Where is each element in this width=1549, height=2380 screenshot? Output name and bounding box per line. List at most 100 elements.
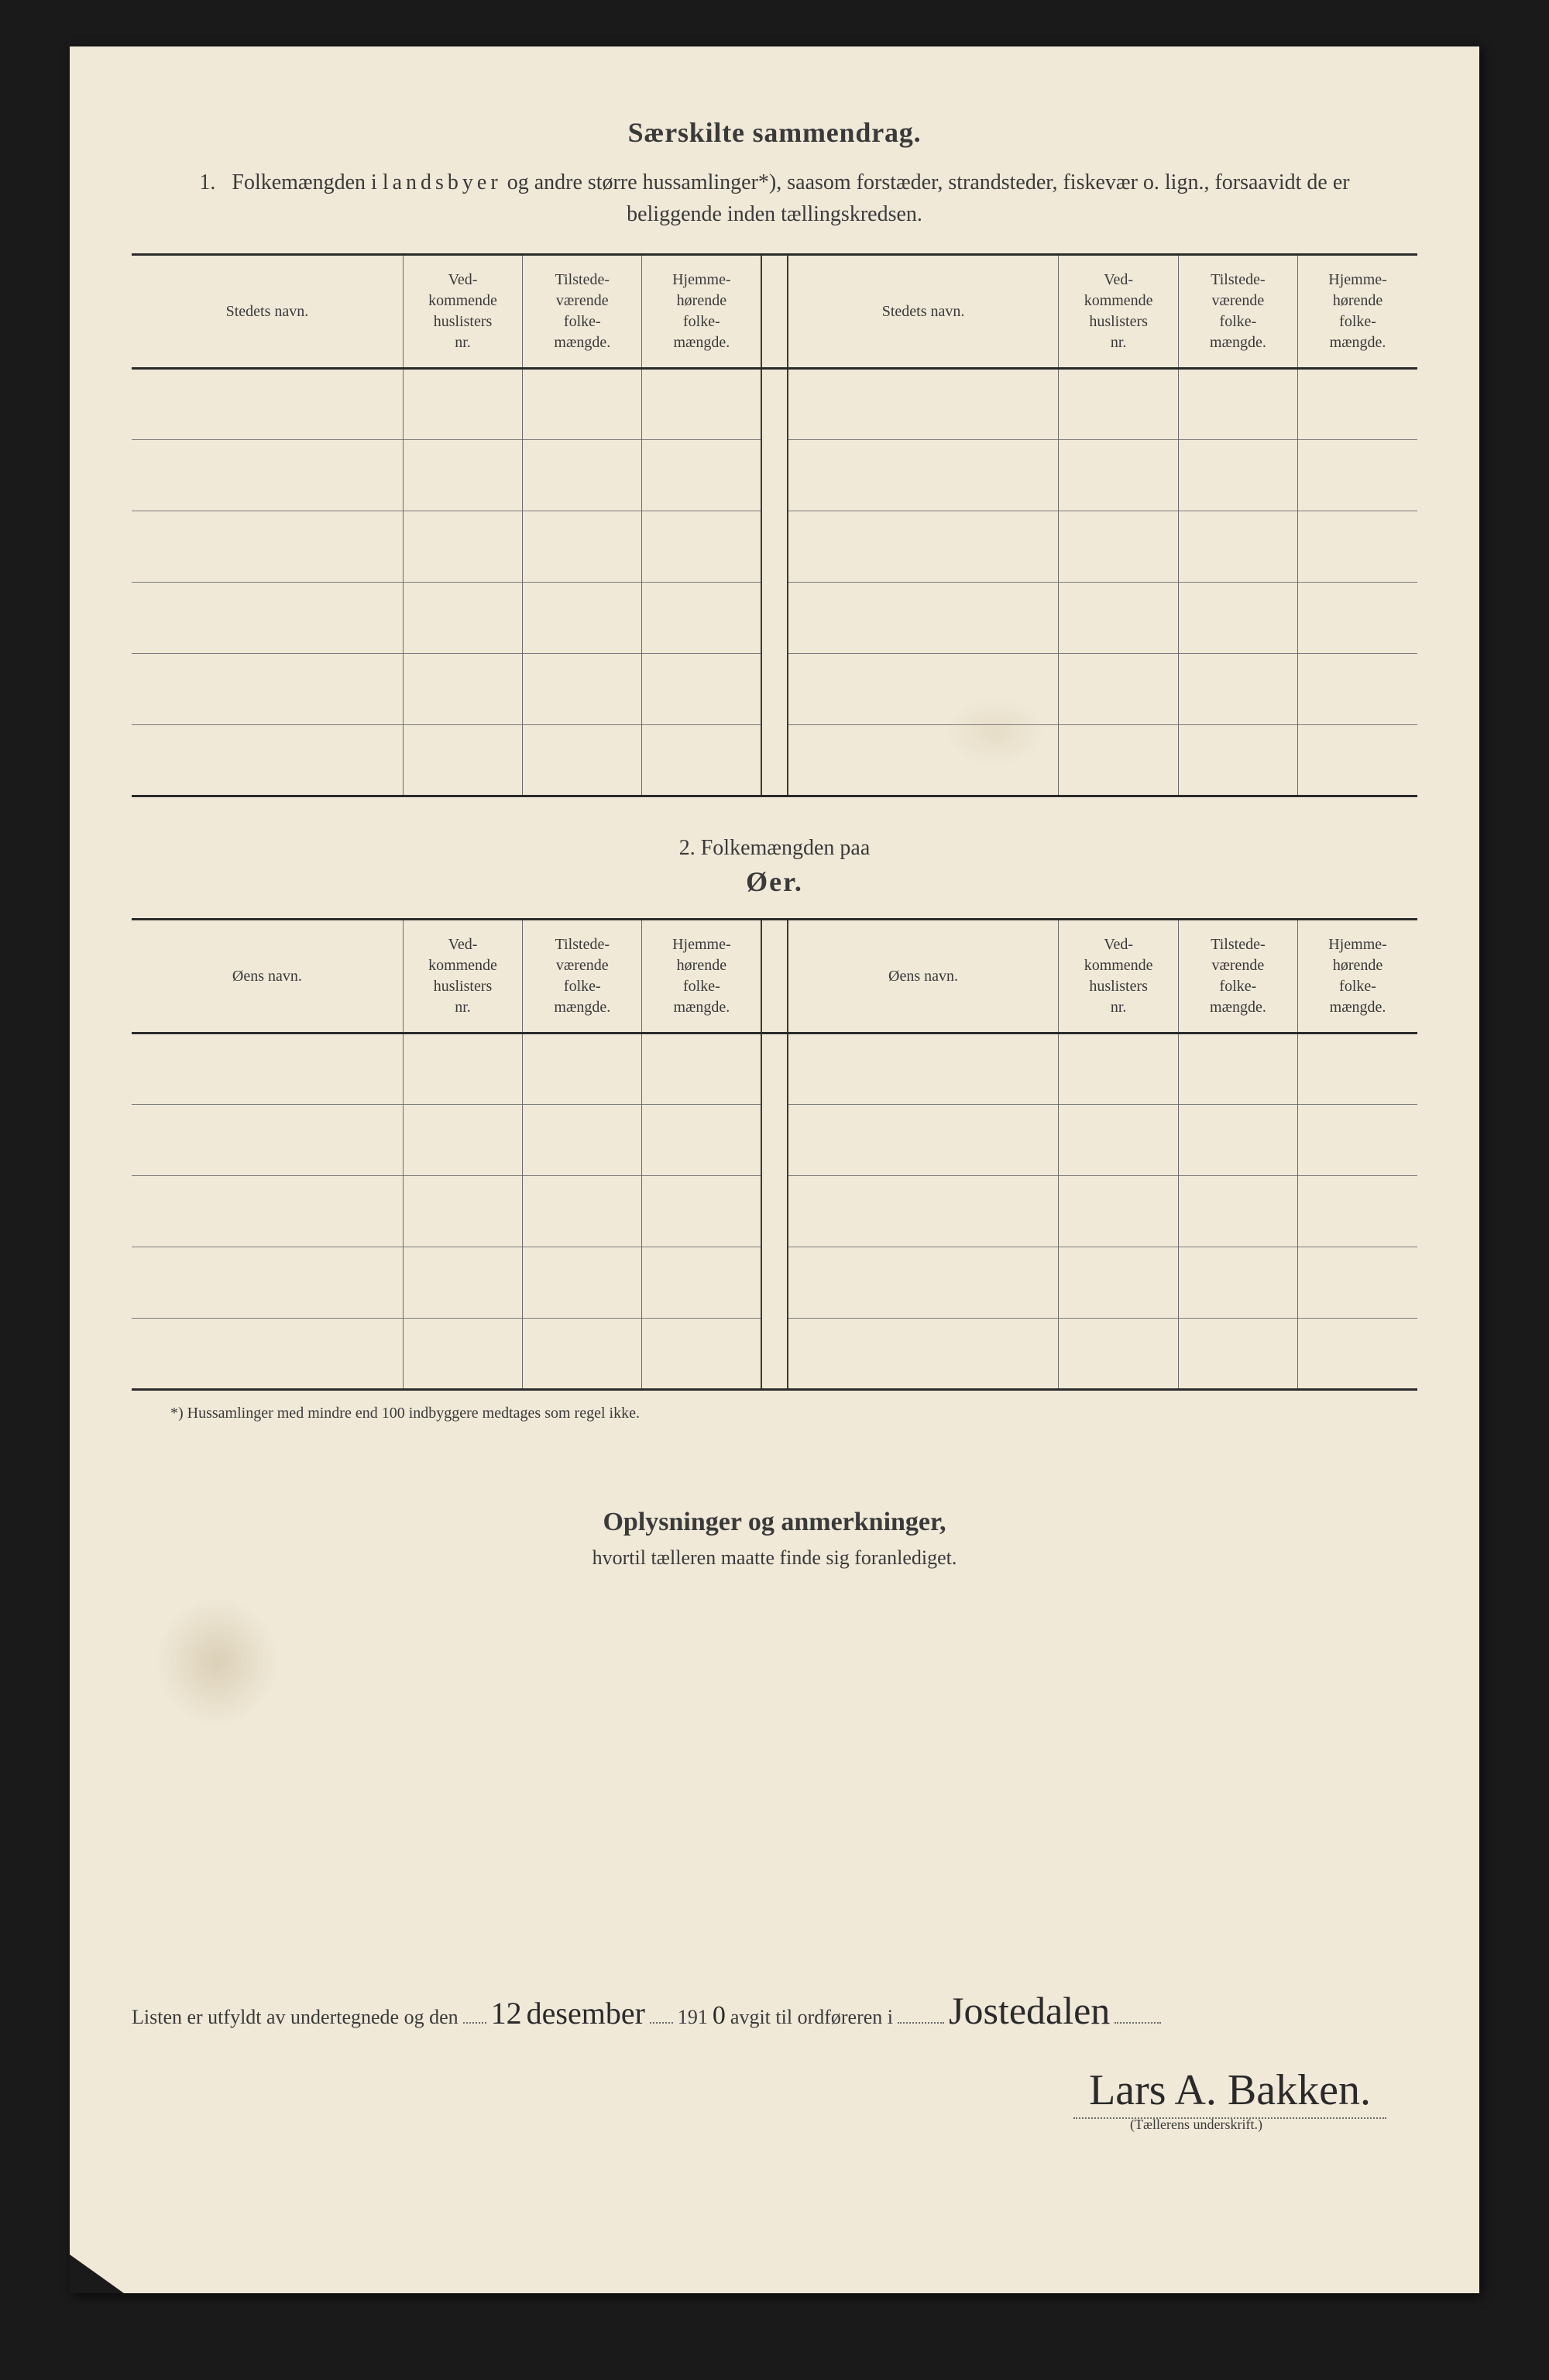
table-cell: [523, 1176, 642, 1247]
table-row: [132, 1247, 1417, 1319]
table-cell: [1059, 1034, 1178, 1105]
table1: Stedets navn. Ved-kommendehuslistersnr. …: [132, 253, 1417, 797]
table-cell: [1059, 1319, 1178, 1390]
table-cell: [403, 725, 522, 796]
table-cell: [761, 1176, 787, 1247]
table-cell: [1178, 1176, 1297, 1247]
table-cell: [642, 1034, 761, 1105]
document-page: Særskilte sammendrag. 1. Folkemængden i …: [70, 46, 1479, 2293]
table-cell: [761, 1319, 787, 1390]
table-cell: [1059, 654, 1178, 725]
table-cell: [403, 1105, 522, 1176]
table-cell: [1059, 583, 1178, 654]
table-cell: [642, 583, 761, 654]
table-row: [132, 725, 1417, 796]
table-cell: [132, 440, 403, 511]
remarks-subtitle: hvortil tælleren maatte finde sig foranl…: [132, 1546, 1417, 1570]
section2-prefix: 2. Folkemængden paa: [132, 836, 1417, 861]
table-cell: [132, 654, 403, 725]
table-cell: [761, 654, 787, 725]
col-gap: [761, 920, 787, 1034]
col-header: Ved-kommendehuslistersnr.: [403, 255, 522, 369]
table-cell: [1059, 369, 1178, 440]
handwriting-place: Jostedalen: [949, 1988, 1110, 2033]
intro-text: og andre større hussamlinger*), saasom f…: [502, 170, 1350, 226]
table-cell: [1298, 1176, 1417, 1247]
table-cell: [642, 1176, 761, 1247]
table-cell: [523, 440, 642, 511]
table-cell: [788, 1247, 1059, 1319]
sig-text: avgit til ordføreren i: [730, 2006, 893, 2029]
table-cell: [132, 511, 403, 583]
dogear-corner: [70, 2254, 124, 2293]
intro-text: Folkemængden i: [232, 170, 382, 194]
col-header-name: Øens navn.: [788, 920, 1059, 1034]
table-cell: [1059, 725, 1178, 796]
col-header: Hjemme-hørendefolke-mængde.: [642, 255, 761, 369]
table-cell: [403, 1034, 522, 1105]
table-row: [132, 440, 1417, 511]
table-cell: [761, 1034, 787, 1105]
table-cell: [642, 725, 761, 796]
intro-spaced-word: landsbyer: [383, 170, 502, 194]
table-cell: [642, 511, 761, 583]
table-cell: [1298, 1105, 1417, 1176]
table-cell: [523, 369, 642, 440]
table-cell: [642, 1247, 761, 1319]
table-cell: [788, 654, 1059, 725]
table-cell: [1178, 654, 1297, 725]
table-cell: [523, 1319, 642, 1390]
table-cell: [132, 1247, 403, 1319]
table-cell: [523, 654, 642, 725]
table-cell: [1178, 725, 1297, 796]
table-cell: [1059, 1247, 1178, 1319]
table-row: [132, 1034, 1417, 1105]
table-cell: [1059, 1176, 1178, 1247]
handwriting-month: desember: [527, 1995, 645, 2031]
col-header: Hjemme-hørendefolke-mængde.: [1298, 920, 1417, 1034]
table-cell: [761, 1105, 787, 1176]
col-header: Tilstede-værendefolke-mængde.: [523, 255, 642, 369]
table-cell: [523, 511, 642, 583]
table-cell: [1298, 511, 1417, 583]
paper-stain: [155, 1596, 279, 1728]
table-cell: [761, 583, 787, 654]
table-cell: [1298, 440, 1417, 511]
table-row: [132, 1105, 1417, 1176]
table-cell: [1298, 583, 1417, 654]
table-cell: [1178, 511, 1297, 583]
section1-intro: 1. Folkemængden i landsbyer og andre stø…: [155, 167, 1394, 230]
table-cell: [1178, 583, 1297, 654]
signature-block: Listen er utfyldt av undertegnede og den…: [132, 1988, 1417, 2133]
table-cell: [403, 440, 522, 511]
signature-line: Listen er utfyldt av undertegnede og den…: [132, 1988, 1417, 2033]
table-cell: [1059, 440, 1178, 511]
table-cell: [642, 1319, 761, 1390]
table-cell: [1298, 369, 1417, 440]
remarks-title: Oplysninger og anmerkninger,: [132, 1508, 1417, 1537]
handwriting-day: 12: [491, 1995, 522, 2031]
table-cell: [132, 1319, 403, 1390]
col-header-name: Øens navn.: [132, 920, 403, 1034]
col-header: Hjemme-hørendefolke-mængde.: [642, 920, 761, 1034]
col-gap: [761, 255, 787, 369]
table2: Øens navn. Ved-kommendehuslistersnr. Til…: [132, 918, 1417, 1391]
table-cell: [132, 369, 403, 440]
signature-caption: (Tællerens underskrift.): [132, 2117, 1417, 2133]
col-header: Ved-kommendehuslistersnr.: [1059, 920, 1178, 1034]
table-cell: [788, 1034, 1059, 1105]
table-cell: [132, 725, 403, 796]
table-cell: [788, 1176, 1059, 1247]
table-cell: [761, 511, 787, 583]
table-cell: [1059, 1105, 1178, 1176]
table-cell: [761, 725, 787, 796]
footnote: *) Hussamlinger med mindre end 100 indby…: [170, 1405, 1417, 1422]
table-cell: [523, 1034, 642, 1105]
table-cell: [642, 1105, 761, 1176]
table-cell: [523, 725, 642, 796]
sig-text: Listen er utfyldt av undertegnede og den: [132, 2006, 459, 2029]
table-row: [132, 1319, 1417, 1390]
table-cell: [403, 654, 522, 725]
col-header: Tilstede-værendefolke-mængde.: [1178, 920, 1297, 1034]
handwriting-year-digit: 0: [713, 2001, 726, 2031]
